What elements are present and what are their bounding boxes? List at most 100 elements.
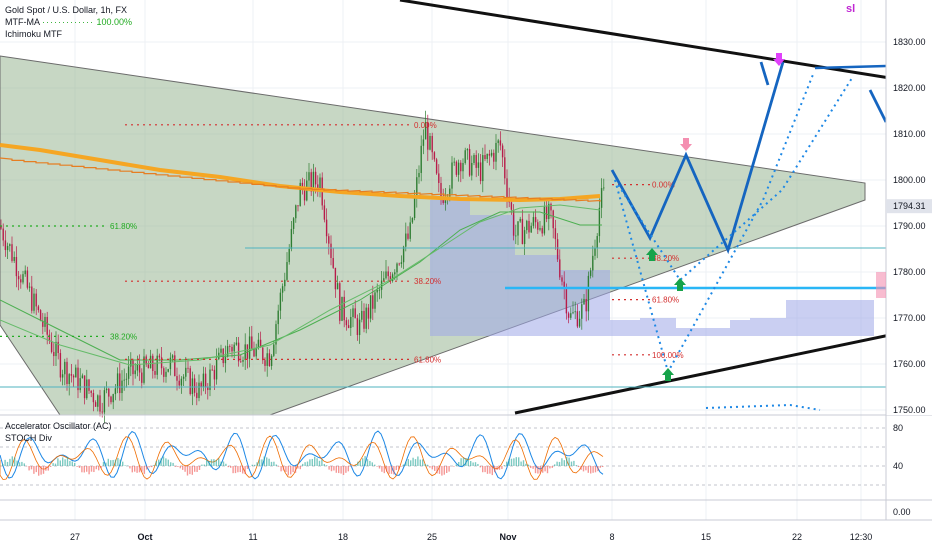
- candle-body: [460, 163, 461, 172]
- candle-body: [377, 290, 378, 292]
- candle-body: [570, 313, 571, 318]
- ac-bar: [453, 466, 454, 467]
- candle-body: [47, 317, 48, 335]
- candle-body: [150, 356, 151, 368]
- candle-body: [212, 370, 213, 371]
- ac-bar: [528, 465, 529, 466]
- candle-body: [198, 383, 199, 398]
- candle-body: [132, 359, 133, 374]
- time-tick-label-5: Nov: [499, 532, 516, 542]
- mtf-ma-dots: ·············: [42, 17, 94, 27]
- mtf-ma-label: MTF-MA: [5, 17, 40, 27]
- ac-bar: [189, 466, 190, 474]
- candle-body: [183, 377, 184, 379]
- candle-body: [432, 136, 433, 152]
- fib-right-label-2: 61.80%: [652, 296, 679, 305]
- candle-body: [159, 356, 160, 358]
- ac-bar: [300, 466, 301, 469]
- candle-body: [363, 311, 364, 329]
- candle-body: [544, 207, 545, 234]
- ac-bar: [580, 466, 581, 470]
- ac-bar: [393, 466, 394, 474]
- candle-body: [568, 313, 569, 317]
- candle-body: [471, 163, 472, 176]
- ac-bar: [309, 459, 310, 466]
- ac-bar: [314, 457, 315, 466]
- ac-bar: [566, 457, 567, 466]
- candle-body: [220, 349, 221, 353]
- ac-bar: [33, 466, 34, 474]
- ac-bar: [69, 461, 70, 466]
- candle-body: [476, 155, 477, 168]
- candle-body: [148, 365, 149, 369]
- price-tick-label-4: 1790.00: [893, 221, 926, 231]
- ac-bar: [516, 457, 517, 466]
- ac-bar: [499, 466, 500, 470]
- ac-bar: [12, 456, 13, 466]
- candle-body: [478, 162, 479, 167]
- ac-bar: [108, 459, 109, 466]
- ac-bar: [280, 466, 281, 471]
- ac-bar: [422, 459, 423, 466]
- candle-body: [366, 308, 367, 329]
- candle-body: [262, 348, 263, 361]
- candle-body: [546, 207, 547, 219]
- ac-bar: [302, 464, 303, 466]
- candle-body: [379, 290, 380, 291]
- candle-body: [157, 356, 158, 375]
- stoch-div-label: STOCH Div: [5, 432, 112, 444]
- candle-body: [396, 264, 397, 273]
- ac-bar: [535, 466, 536, 473]
- ac-bar: [292, 466, 293, 472]
- ac-bar: [297, 466, 298, 469]
- candle-body: [423, 139, 424, 145]
- ac-bar: [180, 466, 181, 468]
- candle-body: [33, 294, 34, 311]
- candle-body: [119, 373, 120, 393]
- candle-body: [412, 218, 413, 222]
- candle-body: [60, 353, 61, 377]
- ac-bar: [427, 465, 428, 466]
- candle-body: [462, 163, 463, 171]
- candle-body: [130, 359, 131, 366]
- ac-bar: [252, 465, 253, 466]
- candle-body: [80, 378, 81, 390]
- candle-body: [251, 336, 252, 348]
- ac-bar: [525, 464, 526, 466]
- ac-bar: [168, 460, 169, 466]
- candle-body: [97, 395, 98, 406]
- candle-body: [234, 345, 235, 352]
- ac-bar: [220, 462, 221, 466]
- price-tick-label-3: 1780.00: [893, 267, 926, 277]
- candle-body: [368, 308, 369, 319]
- ac-bar: [360, 461, 361, 466]
- ac-bar: [278, 466, 279, 467]
- candle-body: [348, 325, 349, 328]
- candle-body: [506, 178, 507, 197]
- candle-body: [473, 155, 474, 163]
- candle-body: [62, 374, 63, 377]
- ac-bar: [160, 458, 161, 466]
- candle-body: [273, 345, 274, 356]
- ac-label: Accelerator Oscillator (AC): [5, 420, 112, 432]
- price-tick-label-7: 1820.00: [893, 83, 926, 93]
- candle-body: [126, 379, 127, 380]
- candle-body: [240, 361, 241, 362]
- ac-bar: [132, 466, 133, 472]
- candle-body: [561, 277, 562, 281]
- ac-bar: [235, 466, 236, 473]
- ac-bar: [475, 462, 476, 466]
- fib-green-label-1: 38.20%: [110, 332, 137, 341]
- candle-body: [93, 393, 94, 402]
- ac-bar: [256, 462, 257, 466]
- candle-body: [352, 308, 353, 317]
- ac-bar: [187, 466, 188, 476]
- candle-body: [236, 343, 237, 345]
- ac-bar: [165, 458, 166, 466]
- ac-bar: [345, 466, 346, 473]
- candle-body: [267, 353, 268, 366]
- candle-body: [594, 248, 595, 256]
- ac-bar: [364, 456, 365, 466]
- ac-bar: [182, 466, 183, 470]
